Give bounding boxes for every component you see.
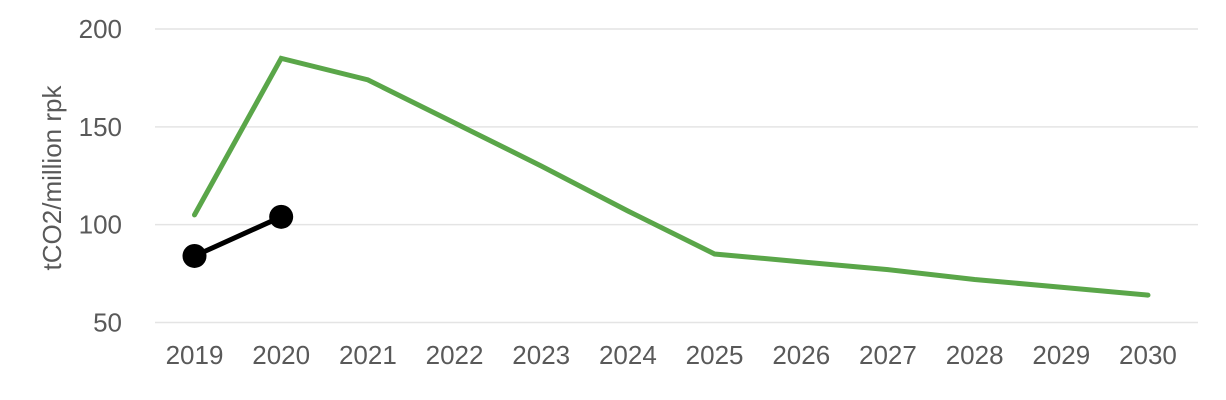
x-tick-label: 2026 xyxy=(772,340,830,370)
x-tick-label: 2019 xyxy=(166,340,224,370)
x-axis-tick-labels: 2019 2020 2021 2022 2023 2024 2025 2026 2027 2028… xyxy=(166,340,1177,370)
x-tick-label: 2025 xyxy=(686,340,744,370)
x-tick-label: 2028 xyxy=(946,340,1004,370)
x-tick-label: 2030 xyxy=(1119,340,1177,370)
x-tick-label: 2021 xyxy=(339,340,397,370)
x-tick-label: 2023 xyxy=(512,340,570,370)
x-tick-label: 2022 xyxy=(426,340,484,370)
series-lines xyxy=(182,55,1151,298)
y-axis-tick-labels: 200 150 100 50 xyxy=(79,14,122,338)
x-tick-label: 2027 xyxy=(859,340,917,370)
y-tick-label: 150 xyxy=(79,112,122,142)
data-point-marker xyxy=(182,243,207,268)
x-tick-label: 2020 xyxy=(252,340,310,370)
y-tick-label: 100 xyxy=(79,210,122,240)
y-axis-title: tCO2/million rpk xyxy=(37,85,67,271)
black-actual-line xyxy=(192,214,284,259)
x-tick-label: 2024 xyxy=(599,340,657,370)
y-tick-label: 200 xyxy=(79,14,122,44)
green-projection-line xyxy=(192,55,1151,298)
y-tick-label: 50 xyxy=(93,308,122,338)
x-tick-label: 2029 xyxy=(1032,340,1090,370)
gridlines xyxy=(155,28,1198,324)
data-point-marker xyxy=(269,204,294,229)
